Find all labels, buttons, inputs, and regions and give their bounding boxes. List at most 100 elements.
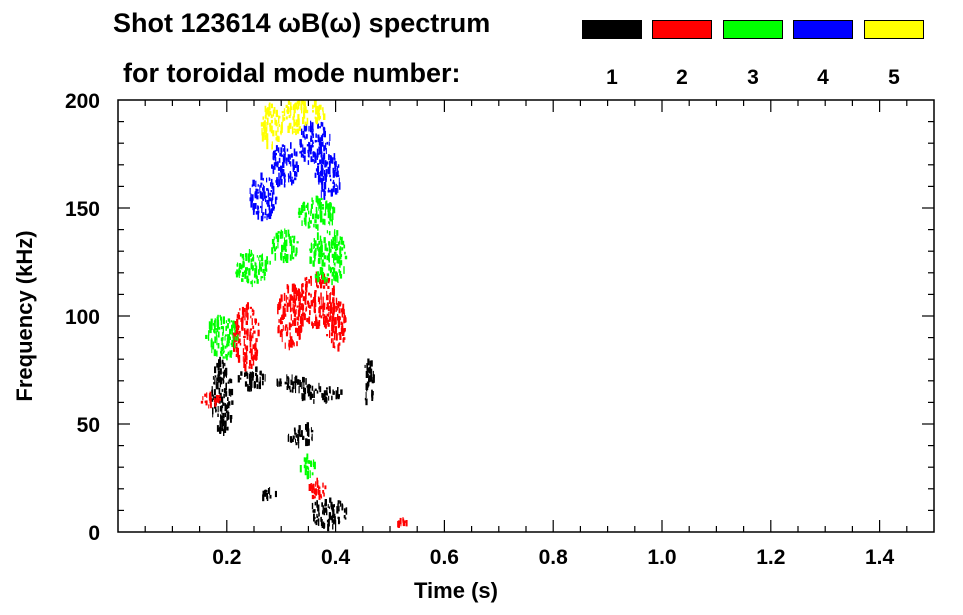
spectrum-point-mode-1	[215, 409, 217, 412]
spectrum-point-mode-3	[332, 267, 336, 274]
spectrum-point-mode-2	[243, 308, 246, 312]
spectrum-point-mode-2	[245, 355, 248, 361]
spectrum-point-mode-2	[240, 318, 243, 322]
spectrum-point-mode-3	[242, 258, 245, 261]
spectrum-point-mode-3	[339, 246, 342, 252]
spectrum-point-mode-4	[337, 185, 339, 193]
spectrum-point-mode-2	[293, 289, 296, 294]
spectrum-point-mode-3	[260, 276, 262, 281]
spectrum-point-mode-3	[333, 254, 335, 261]
spectrum-point-mode-3	[292, 256, 295, 260]
spectrum-point-mode-2	[328, 316, 331, 320]
spectrum-point-mode-3	[272, 242, 275, 249]
spectrum-point-mode-1	[218, 359, 220, 366]
spectrum-point-mode-5	[267, 117, 269, 125]
spectrum-point-mode-4	[261, 201, 263, 209]
spectrum-point-mode-3	[285, 255, 289, 263]
spectrum-point-mode-2	[249, 329, 251, 333]
spectrum-point-mode-3	[281, 244, 284, 252]
spectrum-point-mode-4	[257, 206, 260, 210]
spectrum-point-mode-2	[280, 294, 283, 302]
spectrum-point-mode-2	[290, 339, 293, 345]
spectrum-point-mode-2	[206, 392, 208, 398]
spectrum-point-mode-2	[315, 481, 317, 487]
spectrum-point-mode-4	[315, 168, 318, 172]
spectrum-point-mode-4	[271, 182, 274, 189]
spectrum-point-mode-1	[329, 497, 332, 503]
spectrum-point-mode-5	[312, 110, 315, 113]
spectrum-point-mode-2	[330, 315, 332, 321]
spectrum-point-mode-5	[293, 128, 296, 131]
spectrum-point-mode-2	[302, 319, 304, 327]
spectrum-point-mode-1	[322, 524, 324, 527]
spectrum-point-mode-5	[275, 119, 277, 124]
spectrum-point-mode-2	[289, 306, 292, 313]
spectrum-point-mode-3	[336, 230, 339, 236]
spectrum-point-mode-3	[245, 267, 248, 275]
spectrum-point-mode-4	[314, 172, 317, 178]
spectrum-point-mode-2	[323, 492, 325, 497]
spectrum-point-mode-2	[213, 398, 216, 402]
spectrum-point-mode-4	[317, 175, 321, 183]
spectrum-point-mode-5	[282, 114, 284, 123]
spectrum-point-mode-5	[287, 125, 290, 133]
spectrum-point-mode-1	[224, 423, 227, 431]
spectrum-point-mode-2	[299, 289, 300, 295]
spectrum-point-mode-4	[329, 155, 332, 163]
spectrum-point-mode-5	[288, 115, 291, 118]
spectrum-point-mode-4	[293, 148, 296, 156]
spectrum-point-mode-1	[305, 378, 307, 385]
spectrum-point-mode-2	[323, 320, 326, 328]
spectrum-point-mode-5	[278, 123, 280, 127]
spectrum-point-mode-3	[279, 234, 282, 239]
spectrum-point-mode-2	[250, 315, 252, 319]
spectrum-point-mode-3	[227, 318, 231, 322]
spectrum-point-mode-4	[264, 216, 266, 219]
spectrum-point-mode-3	[285, 230, 287, 238]
spectrum-point-mode-2	[314, 297, 316, 302]
spectrum-point-mode-3	[217, 322, 220, 330]
spectrum-point-mode-3	[253, 280, 256, 284]
spectrum-point-mode-1	[216, 381, 219, 390]
spectrum-point-mode-4	[318, 138, 321, 146]
spectrum-point-mode-1	[218, 374, 220, 377]
spectrum-point-mode-5	[263, 135, 265, 141]
spectrum-point-mode-3	[329, 202, 332, 205]
spectrum-point-mode-1	[299, 434, 302, 438]
spectrum-point-mode-1	[217, 406, 219, 413]
spectrum-point-mode-1	[324, 499, 327, 506]
spectrum-point-mode-1	[251, 373, 254, 381]
spectrum-point-mode-5	[301, 108, 303, 114]
spectrum-point-mode-4	[277, 166, 281, 171]
spectrum-point-mode-2	[236, 328, 239, 336]
spectrum-point-mode-4	[259, 191, 262, 199]
spectrum-point-mode-2	[215, 399, 217, 406]
spectrum-point-mode-4	[316, 156, 318, 160]
spectrum-point-mode-1	[293, 427, 296, 432]
spectrum-point-mode-4	[323, 192, 326, 200]
spectrum-point-mode-5	[261, 127, 263, 136]
spectrum-point-mode-5	[302, 116, 305, 125]
spectrum-point-mode-1	[306, 422, 309, 429]
spectrum-point-mode-3	[220, 347, 223, 355]
spectrum-point-mode-2	[329, 330, 331, 338]
spectrum-point-mode-1	[256, 384, 259, 389]
spectrum-point-mode-2	[218, 397, 221, 401]
spectrum-point-mode-3	[316, 272, 319, 275]
spectrum-point-mode-2	[241, 321, 244, 330]
spectrum-point-mode-4	[321, 184, 323, 190]
spectrum-point-mode-4	[335, 167, 337, 171]
spectrum-point-mode-5	[297, 105, 300, 110]
spectrum-point-mode-2	[308, 279, 311, 284]
spectrum-point-mode-4	[334, 158, 336, 164]
spectrum-point-mode-2	[317, 489, 319, 494]
spectrum-point-mode-1	[224, 412, 227, 417]
spectrum-point-mode-1	[289, 389, 292, 393]
spectrum-point-mode-4	[315, 140, 318, 143]
spectrum-point-mode-3	[220, 353, 223, 357]
spectrum-point-mode-1	[248, 385, 251, 392]
spectrum-point-mode-3	[293, 235, 296, 240]
spectrum-point-mode-3	[326, 255, 329, 261]
spectrum-point-mode-2	[241, 316, 244, 324]
